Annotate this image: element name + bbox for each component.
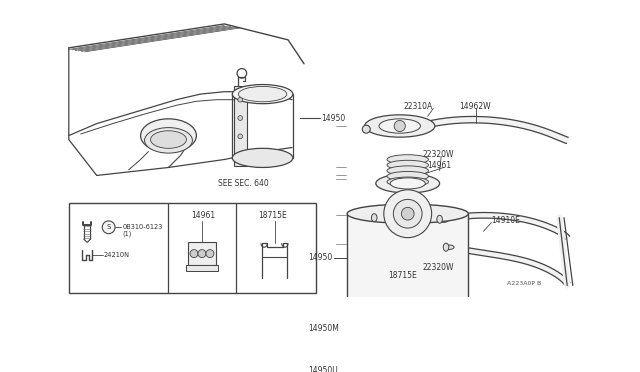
Ellipse shape	[387, 166, 428, 176]
Ellipse shape	[410, 125, 421, 130]
Polygon shape	[415, 116, 568, 144]
Bar	[186, 265, 218, 271]
Polygon shape	[449, 244, 570, 285]
Ellipse shape	[387, 171, 428, 181]
Ellipse shape	[369, 346, 446, 372]
Text: 0B310-6123: 0B310-6123	[122, 224, 163, 230]
Circle shape	[394, 121, 405, 132]
Ellipse shape	[232, 84, 293, 104]
Circle shape	[238, 116, 243, 121]
Text: 14950: 14950	[308, 253, 332, 262]
Circle shape	[402, 361, 413, 372]
Ellipse shape	[150, 131, 186, 148]
Bar	[347, 214, 468, 310]
Ellipse shape	[232, 148, 293, 167]
Text: 18715E: 18715E	[259, 211, 287, 220]
Text: 14962W: 14962W	[460, 102, 491, 111]
Text: 14961: 14961	[428, 161, 452, 170]
Ellipse shape	[145, 128, 193, 153]
Text: (1): (1)	[122, 230, 132, 237]
Text: 22320W: 22320W	[422, 263, 454, 272]
Circle shape	[401, 207, 414, 220]
Text: 18715E: 18715E	[388, 157, 417, 166]
Ellipse shape	[390, 178, 425, 189]
Ellipse shape	[238, 86, 287, 102]
Circle shape	[362, 125, 371, 133]
Circle shape	[238, 134, 243, 139]
Text: 14950: 14950	[321, 113, 346, 122]
Polygon shape	[443, 212, 570, 239]
Bar	[188, 243, 216, 265]
Ellipse shape	[365, 115, 435, 137]
Bar	[234, 86, 246, 166]
Circle shape	[102, 221, 115, 234]
Text: SEE SEC. 640: SEE SEC. 640	[218, 179, 269, 189]
Ellipse shape	[141, 119, 196, 152]
Ellipse shape	[437, 215, 442, 223]
Ellipse shape	[439, 218, 449, 222]
Circle shape	[190, 250, 198, 257]
Text: 18715E: 18715E	[388, 272, 417, 280]
Ellipse shape	[444, 243, 449, 251]
Text: 22320W: 22320W	[422, 150, 454, 159]
Ellipse shape	[379, 119, 420, 133]
Text: 22310A: 22310A	[404, 102, 433, 111]
Ellipse shape	[347, 204, 468, 223]
Text: 24210N: 24210N	[104, 252, 130, 258]
Text: 14961: 14961	[191, 211, 215, 220]
Text: 14910E: 14910E	[492, 216, 520, 225]
Text: S: S	[106, 224, 111, 230]
Circle shape	[394, 199, 422, 228]
Ellipse shape	[371, 214, 377, 222]
Ellipse shape	[387, 160, 428, 170]
Circle shape	[238, 97, 243, 102]
Ellipse shape	[387, 177, 428, 187]
Ellipse shape	[387, 155, 428, 164]
Bar	[68, 203, 316, 293]
Circle shape	[206, 250, 214, 257]
Text: 14950U: 14950U	[308, 366, 338, 372]
Circle shape	[198, 250, 206, 257]
Ellipse shape	[444, 245, 454, 250]
Ellipse shape	[372, 305, 444, 345]
Ellipse shape	[347, 300, 468, 319]
Ellipse shape	[376, 174, 440, 193]
Text: A223A0P B: A223A0P B	[508, 281, 541, 286]
Text: 14950M: 14950M	[308, 324, 339, 333]
Circle shape	[384, 190, 431, 238]
